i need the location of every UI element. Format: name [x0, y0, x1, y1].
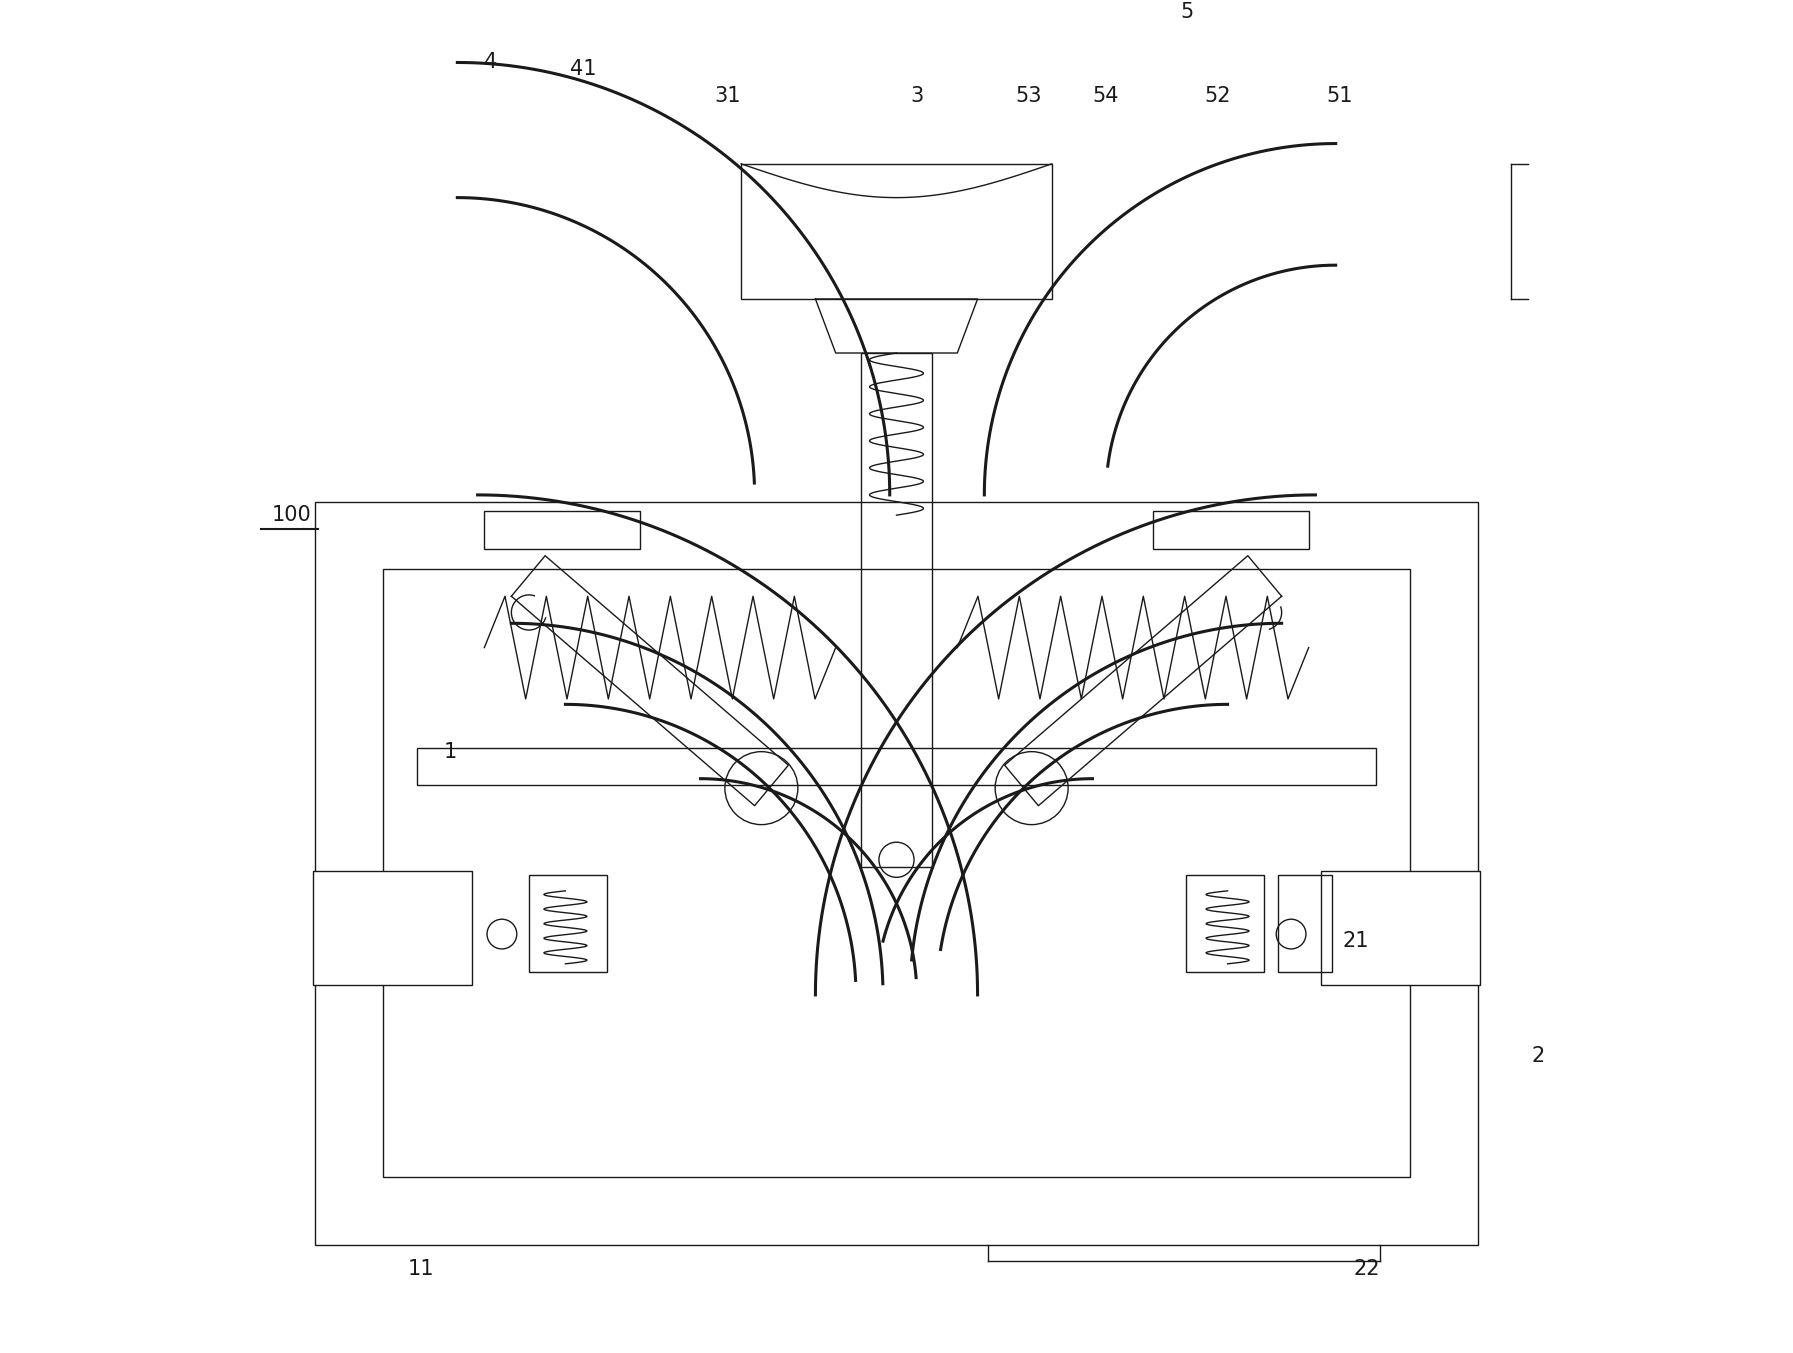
Text: 3: 3 — [911, 87, 923, 107]
Text: 52: 52 — [1205, 87, 1232, 107]
Text: 53: 53 — [1015, 87, 1042, 107]
Text: 11: 11 — [407, 1260, 434, 1279]
Bar — [1185, 874, 1264, 971]
Bar — [741, 164, 1052, 299]
Text: 21: 21 — [1343, 931, 1370, 951]
Text: 2: 2 — [1531, 1046, 1546, 1066]
Text: 31: 31 — [714, 87, 741, 107]
Bar — [861, 353, 932, 866]
Text: 5: 5 — [1180, 3, 1194, 23]
Text: 22: 22 — [1354, 1260, 1381, 1279]
Bar — [529, 874, 608, 971]
Bar — [1278, 874, 1332, 971]
Bar — [1321, 870, 1481, 985]
Bar — [416, 748, 1377, 786]
Bar — [316, 502, 1477, 1245]
Text: 100: 100 — [273, 505, 312, 525]
Bar — [1153, 511, 1309, 549]
Bar — [384, 570, 1409, 1177]
Bar — [312, 870, 472, 985]
Text: 4: 4 — [484, 53, 498, 73]
Text: 54: 54 — [1092, 87, 1119, 107]
Bar — [484, 511, 640, 549]
Text: 51: 51 — [1327, 87, 1354, 107]
Text: 41: 41 — [570, 60, 597, 80]
Text: 1: 1 — [445, 741, 457, 762]
